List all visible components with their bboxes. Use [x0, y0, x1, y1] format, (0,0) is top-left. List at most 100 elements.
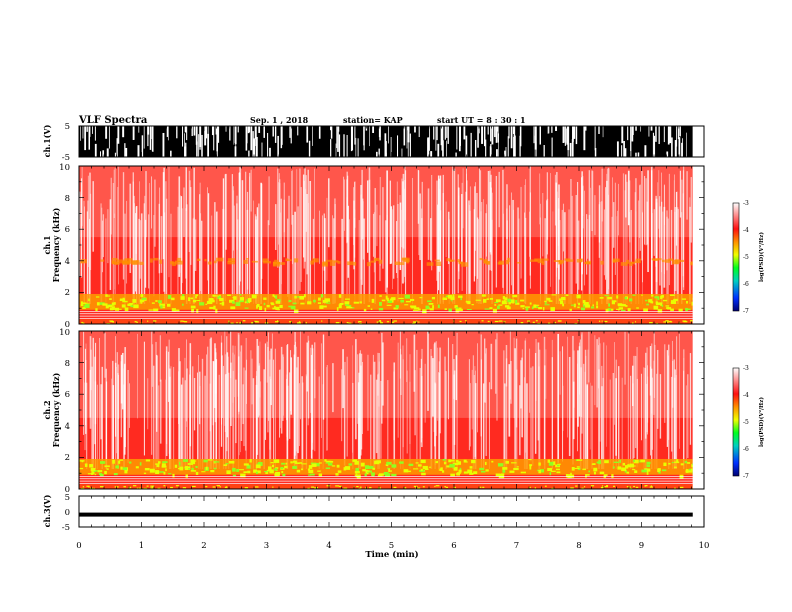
- spectrogram-streak: [112, 183, 115, 304]
- spectrogram-band-speck: [445, 295, 450, 297]
- spectrogram-streak: [664, 184, 665, 225]
- ch2-colorbar-tick-m4: -4: [743, 392, 749, 399]
- spectrogram-streak: [322, 334, 325, 420]
- spectrogram-band-speck: [99, 472, 102, 476]
- spectrogram-streak: [645, 352, 647, 439]
- spectrogram-band-speck: [300, 302, 305, 305]
- spectrogram-bottom-speck: [335, 485, 340, 487]
- spectrogram-streak: [283, 182, 285, 233]
- ch1-waveform-gap: [277, 135, 279, 157]
- spectrogram-band-speck: [619, 459, 621, 463]
- spectrogram-streak: [601, 201, 603, 304]
- spectrogram-band-speck: [685, 308, 691, 311]
- spectrogram-band-speck: [363, 308, 367, 312]
- spectrogram-band-speck: [386, 304, 392, 306]
- spectrogram-band-speck: [94, 473, 97, 476]
- spectrogram-bottom-speck: [535, 320, 538, 322]
- spectrogram-band-speck: [565, 474, 569, 478]
- spectrogram-streak: [584, 190, 585, 286]
- spectrogram-band-speck: [657, 297, 660, 300]
- spectrogram-orange-patch: [172, 261, 176, 267]
- spectrogram-bottom-speck: [644, 485, 646, 487]
- spectrogram-band-speck: [486, 298, 490, 300]
- spectrogram-streak: [209, 383, 211, 469]
- spectrogram-orange-patch: [150, 258, 153, 263]
- spectrogram-orange-patch: [530, 259, 538, 262]
- spectrogram-band-speck: [99, 302, 105, 305]
- spectrogram-bottom-speck: [600, 487, 605, 489]
- spectrogram-band-speck: [377, 474, 383, 477]
- spectrogram-band-speck: [576, 459, 583, 461]
- spectrogram-streak: [375, 379, 378, 454]
- ch1-colorbar: [732, 202, 740, 312]
- spectrogram-band-speck: [494, 301, 499, 304]
- spectrogram-band-speck: [285, 462, 288, 465]
- ch1-waveform-gap: [442, 140, 444, 157]
- spectrogram-bottom-speck: [175, 485, 179, 487]
- spectrogram-band-speck: [336, 307, 339, 311]
- spectrogram-bottom-speck: [644, 485, 648, 487]
- spectrogram-bottom-speck: [393, 486, 397, 489]
- ch1-waveform-gap: [441, 126, 443, 145]
- ch1-waveform-gap: [185, 142, 187, 157]
- spectrogram-band-speck: [257, 462, 263, 466]
- ch1-waveform-gap: [435, 126, 437, 151]
- spectrogram-band-speck: [385, 463, 389, 466]
- ch1-waveform-gap: [182, 126, 184, 147]
- ch2-colorbar-label: log(PSD)(V²/Hz): [758, 397, 765, 447]
- spectrogram-band-speck: [99, 473, 104, 477]
- spectrogram-band-speck: [663, 462, 667, 467]
- spectrogram-band-speck: [82, 302, 87, 305]
- spectrogram-streak: [413, 334, 416, 392]
- spectrogram-band-speck: [140, 300, 144, 303]
- spectrogram-band-speck: [362, 469, 366, 472]
- spectrogram-band-speck: [318, 473, 323, 477]
- spectrogram-band-speck: [613, 461, 619, 463]
- ch1-waveform-gap: [147, 126, 150, 135]
- spectrogram-band-speck: [492, 308, 497, 313]
- spectrogram-band-speck: [561, 297, 566, 301]
- spectrogram-band-speck: [415, 462, 419, 464]
- spectrogram-low-band: [79, 293, 693, 310]
- spectrogram-streak: [537, 342, 540, 441]
- spectrogram-bottom-speck: [412, 322, 415, 324]
- spectrogram-streak: [402, 181, 404, 284]
- ch1-waveform-gap: [635, 126, 637, 131]
- spectrogram-bottom-speck: [230, 322, 234, 324]
- spectrogram-bottom-speck: [99, 486, 104, 488]
- spectrogram-streak: [575, 194, 577, 284]
- spectrogram-streak: [612, 177, 613, 304]
- spectrogram-bottom-speck: [631, 322, 634, 324]
- spectrogram-band-speck: [141, 297, 147, 300]
- spectrogram-bottom-speck: [182, 487, 187, 489]
- spectrogram-band-speck: [431, 296, 436, 300]
- spectrogram-band-speck: [153, 308, 159, 312]
- spectrogram-streak: [334, 204, 336, 304]
- spectrogram-streak: [104, 332, 106, 378]
- spectrogram-streak: [270, 379, 272, 469]
- spectrogram-streak: [110, 177, 112, 235]
- spectrogram-orange-patch: [159, 259, 162, 264]
- spectrogram-band-speck: [657, 309, 663, 313]
- ch1-waveform-gap: [551, 126, 553, 133]
- spectrogram-orange-patch: [139, 261, 144, 265]
- spectrogram-streak: [303, 180, 305, 269]
- spectrogram-streak: [630, 209, 632, 304]
- spectrogram-streak: [534, 353, 537, 454]
- spectrogram-band-speck: [359, 301, 362, 304]
- spectrogram-band-speck: [388, 468, 391, 472]
- spectrogram-band-speck: [353, 301, 359, 304]
- ch1-waveform-gap: [234, 126, 237, 144]
- spectrogram-bottom-speck: [453, 486, 456, 489]
- spectrogram-band-speck: [540, 469, 545, 473]
- spectrogram-streak: [372, 213, 375, 257]
- spectrogram-orange-patch: [263, 261, 271, 264]
- spectrogram-streak: [102, 220, 103, 273]
- spectrogram-band-speck: [629, 298, 633, 302]
- spectrogram-streak: [245, 171, 247, 304]
- spectrogram-orange-patch: [122, 260, 130, 265]
- spectrogram-streak: [524, 217, 527, 304]
- spectrogram-streak: [677, 209, 679, 304]
- spectrogram-bottom-speck: [386, 321, 390, 323]
- spectrogram-band-speck: [301, 468, 304, 471]
